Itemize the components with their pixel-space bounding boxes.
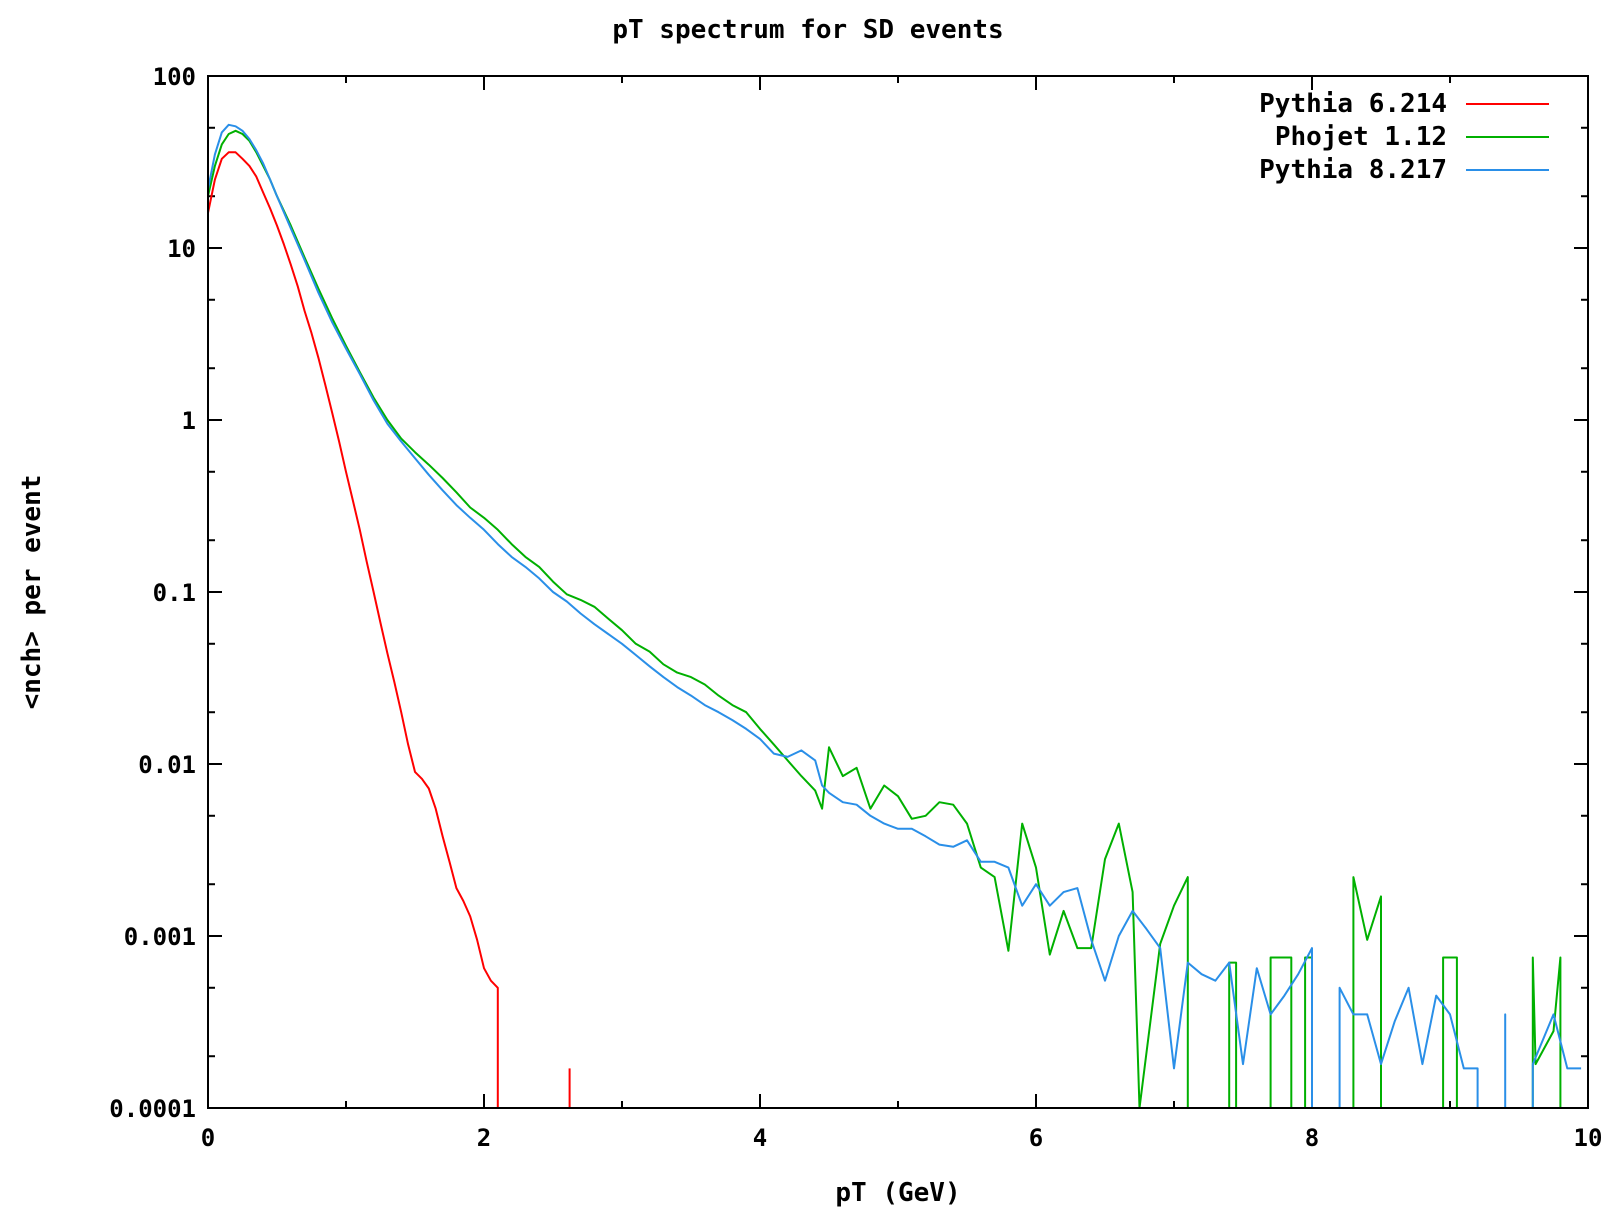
x-tick-label: 8 xyxy=(1305,1124,1319,1152)
series-line-pythia-6-214 xyxy=(207,151,499,1108)
y-tick-label: 0.001 xyxy=(124,923,196,951)
y-tick-label: 0.0001 xyxy=(109,1095,196,1123)
y-axis-label: <nch> per event xyxy=(17,475,47,710)
y-tick-label: 100 xyxy=(153,63,196,91)
chart-title: pT spectrum for SD events xyxy=(612,15,1003,45)
legend-label-phojet-1-12: Phojet 1.12 xyxy=(1275,122,1447,152)
x-tick-label: 6 xyxy=(1029,1124,1043,1152)
x-tick-label: 2 xyxy=(477,1124,491,1152)
y-tick-label: 10 xyxy=(167,235,196,263)
series-line-pythia-8-217 xyxy=(207,123,1582,1109)
x-tick-label: 10 xyxy=(1574,1124,1603,1152)
legend-label-pythia-8-217: Pythia 8.217 xyxy=(1259,155,1447,185)
legend-label-pythia-6-214: Pythia 6.214 xyxy=(1259,89,1447,119)
y-tick-label: 1 xyxy=(182,407,196,435)
x-axis-label: pT (GeV) xyxy=(835,1178,960,1207)
x-tick-label: 4 xyxy=(753,1124,767,1152)
x-tick-label: 0 xyxy=(201,1124,215,1152)
tick-labels: 0 2 4 6 8 10 100 10 1 0.1 0.01 0.001 0.0001 xyxy=(109,63,1602,1152)
series-line-phojet-1-12 xyxy=(207,129,1562,1109)
plot-frame xyxy=(207,75,1589,1109)
y-tick-label: 0.1 xyxy=(153,579,196,607)
y-tick-label: 0.01 xyxy=(138,751,196,779)
plot-area xyxy=(207,123,1582,1109)
